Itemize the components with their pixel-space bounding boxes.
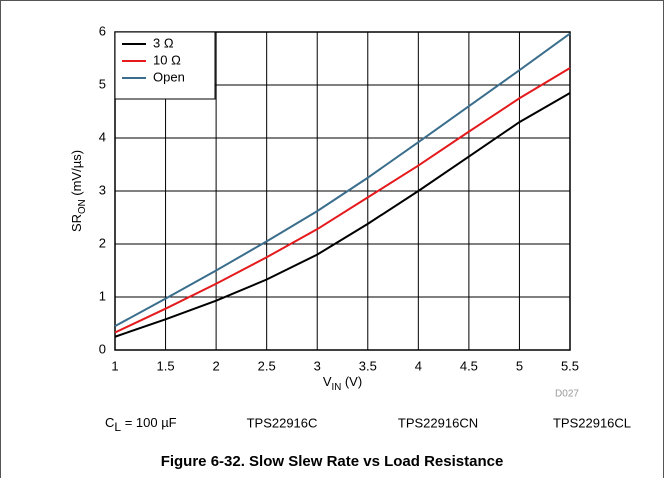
y-axis-label: SRON (mV/µs) <box>69 150 87 232</box>
x-axis-label-sub: IN <box>331 382 341 393</box>
y-axis-label-sub: ON <box>77 199 88 214</box>
plot-border <box>114 31 571 351</box>
x-tick-label: 1 <box>111 358 118 373</box>
x-axis-label-rest: (V) <box>341 374 362 389</box>
x-tick-label: 1.5 <box>157 358 175 373</box>
x-axis-label-main: V <box>323 374 332 389</box>
y-tick-label: 1 <box>99 288 106 303</box>
series-line <box>114 92 571 338</box>
figure-id: D027 <box>555 389 579 400</box>
x-tick-label: 2 <box>212 358 219 373</box>
caption-device: TPS22916CN <box>398 415 478 430</box>
x-tick-label: 2.5 <box>258 358 276 373</box>
caption-load-main: C <box>105 415 114 430</box>
y-tick-label: 4 <box>99 129 106 144</box>
legend-label: 3 Ω <box>153 35 174 50</box>
y-tick-label: 5 <box>99 76 106 91</box>
x-tick-label: 3 <box>314 358 321 373</box>
x-tick-label: 5 <box>516 358 523 373</box>
legend-label: Open <box>153 69 185 84</box>
y-tick-label: 3 <box>99 182 106 197</box>
chart-title: Figure 6-32. Slow Slew Rate vs Load Resi… <box>161 453 504 470</box>
y-tick-label: 0 <box>99 341 106 356</box>
caption-load: CL = 100 µF <box>105 415 177 434</box>
legend-label: 10 Ω <box>153 52 181 67</box>
caption-device: TPS22916C <box>247 415 318 430</box>
x-tick-label: 4.5 <box>460 358 478 373</box>
x-tick-label: 4 <box>415 358 422 373</box>
x-tick-label: 5.5 <box>561 358 579 373</box>
y-tick-label: 6 <box>99 23 106 38</box>
series-line <box>114 67 571 334</box>
caption-device: TPS22916CL <box>553 415 631 430</box>
caption-load-sub: L <box>114 420 121 434</box>
x-axis-label: VIN (V) <box>323 374 362 392</box>
y-axis-label-rest: (mV/µs) <box>69 150 84 199</box>
caption-load-rest: = 100 µF <box>121 415 177 430</box>
series-line <box>114 32 571 328</box>
y-tick-label: 2 <box>99 235 106 250</box>
x-tick-label: 3.5 <box>359 358 377 373</box>
y-axis-label-main: SR <box>69 214 84 232</box>
